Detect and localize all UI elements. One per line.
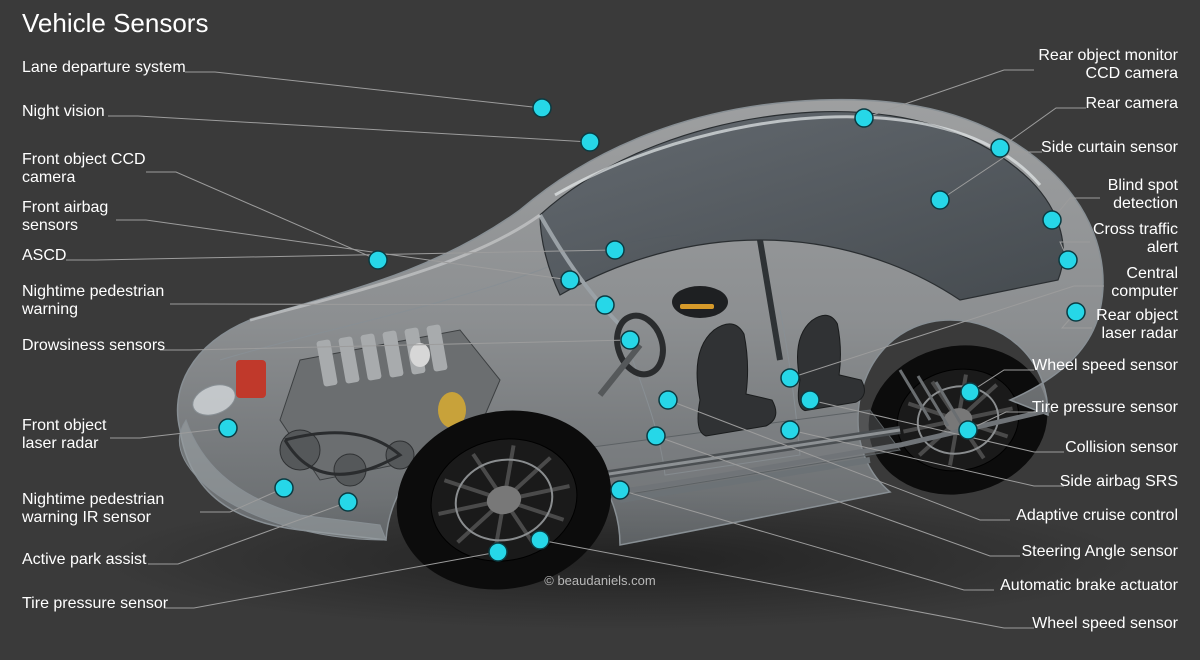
marker-wheel-speed-fl xyxy=(531,531,549,549)
marker-side-curtain xyxy=(931,191,949,209)
turn-signal-icon xyxy=(680,304,714,309)
label-auto-brake: Automatic brake actuator xyxy=(1000,577,1179,594)
label-night-ped-ir: Nightime pedestrianwarning IR sensor xyxy=(21,491,164,526)
marker-auto-brake xyxy=(611,481,629,499)
marker-side-airbag xyxy=(781,421,799,439)
marker-steering-angle xyxy=(647,427,665,445)
label-lane-departure: Lane departure system xyxy=(22,59,186,76)
marker-adaptive-cruise xyxy=(659,391,677,409)
marker-central-computer xyxy=(781,369,799,387)
label-tire-pressure-fl: Tire pressure sensor xyxy=(22,595,169,612)
marker-rear-obj-laser xyxy=(1067,303,1085,321)
marker-blind-spot xyxy=(1043,211,1061,229)
label-steering-angle: Steering Angle sensor xyxy=(1021,543,1178,560)
marker-cross-traffic xyxy=(1059,251,1077,269)
marker-drowsiness xyxy=(621,331,639,349)
label-drowsiness: Drowsiness sensors xyxy=(22,337,165,354)
marker-tire-pressure-rr xyxy=(959,421,977,439)
marker-active-park xyxy=(339,493,357,511)
label-night-vision: Night vision xyxy=(22,103,105,120)
label-side-curtain: Side curtain sensor xyxy=(1041,139,1179,156)
marker-tire-pressure-fl xyxy=(489,543,507,561)
marker-night-ped-ir xyxy=(275,479,293,497)
marker-front-airbag xyxy=(561,271,579,289)
battery xyxy=(236,360,266,398)
label-ascd: ASCD xyxy=(22,247,66,264)
oil-cap xyxy=(410,343,430,367)
marker-front-obj-laser xyxy=(219,419,237,437)
diagram-title: Vehicle Sensors xyxy=(22,8,208,38)
marker-ascd xyxy=(606,241,624,259)
marker-night-vision xyxy=(581,133,599,151)
side-mirror xyxy=(672,286,728,318)
label-rear-camera: Rear camera xyxy=(1086,95,1179,112)
credit-text: © beaudaniels.com xyxy=(544,573,655,588)
marker-collision xyxy=(801,391,819,409)
marker-lane-departure xyxy=(533,99,551,117)
label-collision: Collision sensor xyxy=(1065,439,1179,456)
label-front-obj-laser: Front objectlaser radar xyxy=(22,417,107,452)
diagram-stage: Lane departure system Night vision Front o… xyxy=(0,0,1200,660)
marker-wheel-speed-rr xyxy=(961,383,979,401)
label-side-airbag: Side airbag SRS xyxy=(1060,473,1178,490)
marker-rear-camera xyxy=(991,139,1009,157)
label-tire-pressure-rr: Tire pressure sensor xyxy=(1032,399,1179,416)
label-active-park: Active park assist xyxy=(22,551,147,568)
marker-rear-obj-ccd xyxy=(855,109,873,127)
label-wheel-speed-rr: Wheel speed sensor xyxy=(1032,357,1179,374)
label-wheel-speed-fl: Wheel speed sensor xyxy=(1032,615,1179,632)
label-adaptive-cruise: Adaptive cruise control xyxy=(1016,507,1178,524)
marker-front-obj-ccd xyxy=(369,251,387,269)
marker-night-ped-warn xyxy=(596,296,614,314)
label-rear-obj-laser: Rear objectlaser radar xyxy=(1096,307,1178,342)
label-blind-spot: Blind spotdetection xyxy=(1108,177,1179,212)
